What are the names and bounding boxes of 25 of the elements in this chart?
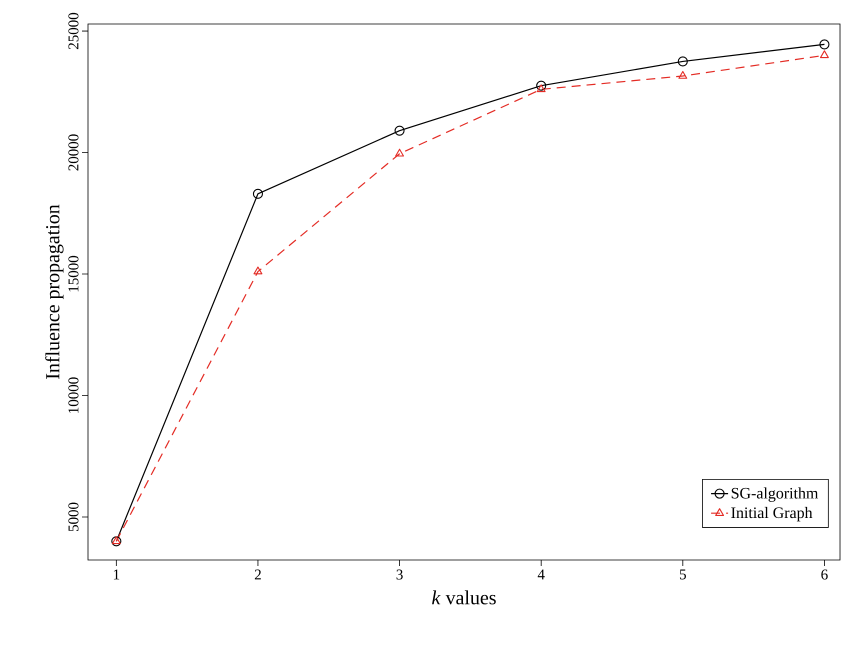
point (820, 50, 829, 58)
point (536, 84, 546, 92)
x-axis-title: k values (432, 590, 496, 604)
point (394, 126, 405, 136)
point (819, 39, 830, 50)
y-tick-label: 25000 (68, 12, 78, 50)
legend-label: Initial Graph (731, 506, 812, 522)
point (678, 56, 688, 66)
point (252, 188, 263, 199)
point (395, 148, 404, 157)
y-tick-label: 5000 (68, 502, 78, 532)
point (678, 70, 688, 79)
y-tick-label: 15000 (68, 256, 78, 292)
point (536, 80, 546, 91)
y-tick-label: 10000 (68, 377, 78, 413)
legend-label: SG-algorithm (732, 487, 818, 502)
x-tick-label: 2 (254, 570, 261, 580)
x-tick-label: 1 (114, 570, 120, 580)
point (253, 266, 262, 274)
x-tick-label: 3 (396, 570, 403, 580)
y-tick-label: 20000 (68, 134, 78, 171)
x-tick-label: 5 (680, 570, 686, 580)
y-axis-title: Influence propagation (45, 204, 64, 379)
x-tick-label: 4 (538, 570, 545, 580)
x-tick-label: 6 (821, 570, 828, 580)
